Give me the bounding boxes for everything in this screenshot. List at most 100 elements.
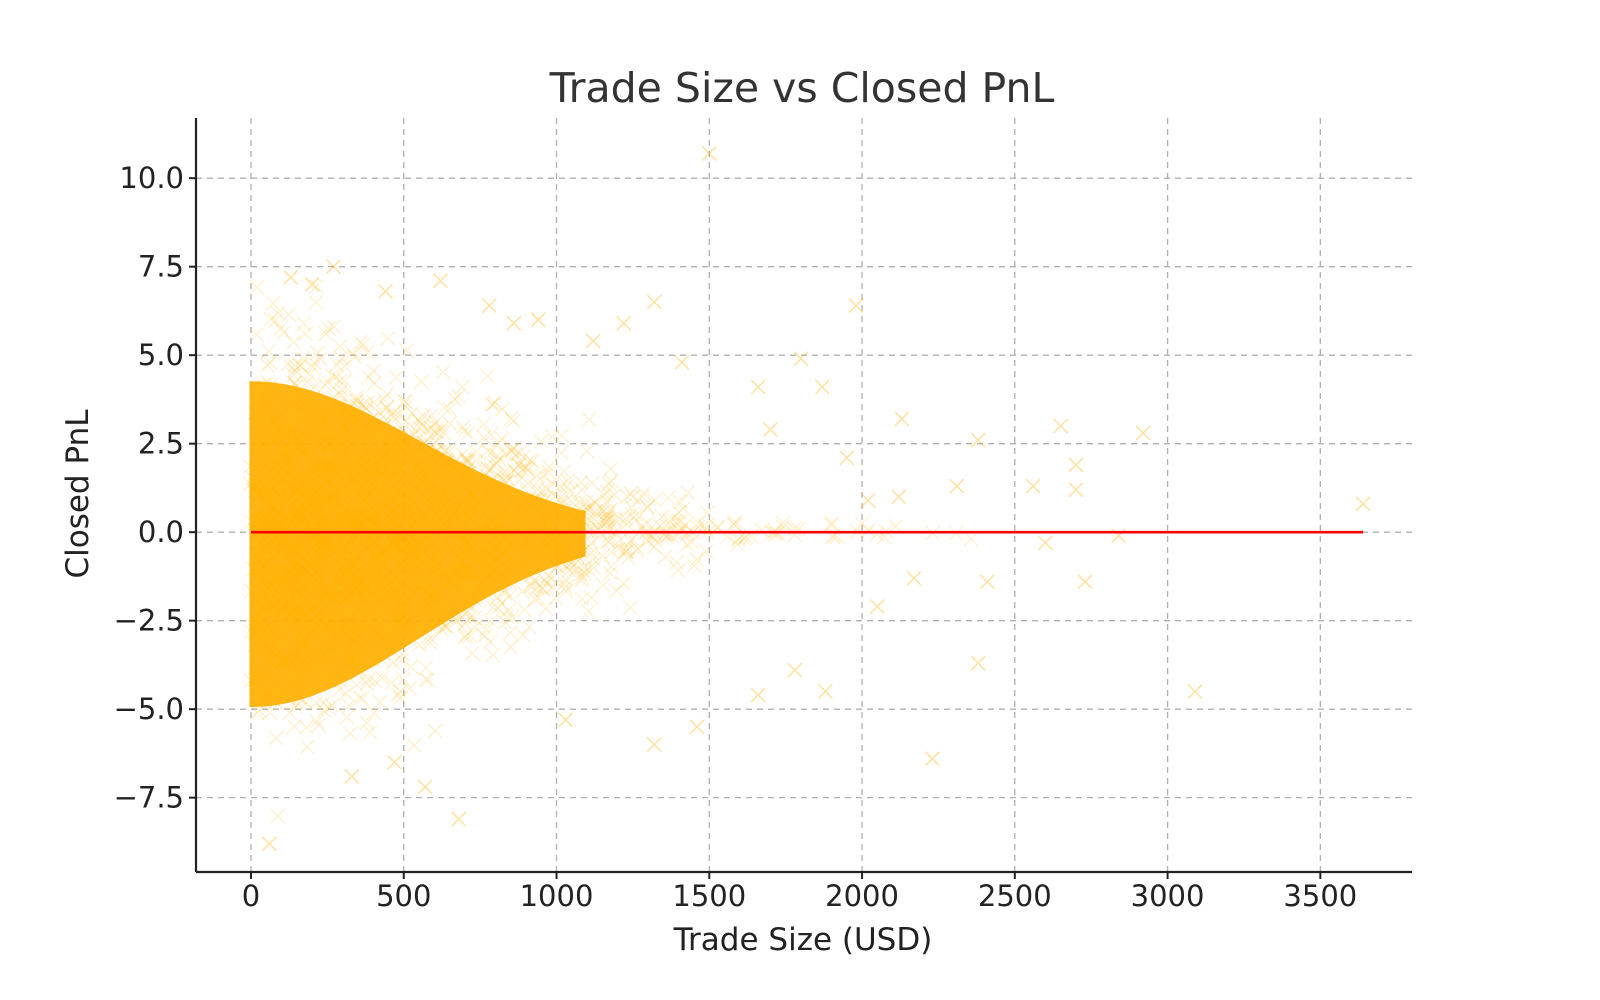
scatter-point: [359, 344, 375, 360]
scatter-point: [260, 690, 276, 706]
scatter-point: [365, 551, 381, 567]
scatter-point: [640, 499, 656, 515]
scatter-point: [490, 448, 506, 464]
scatter-point: [329, 627, 345, 643]
scatter-point: [275, 567, 291, 583]
scatter-point: [296, 499, 312, 515]
scatter-point: [428, 515, 444, 531]
scatter-point: [269, 530, 285, 546]
scatter-point: [269, 512, 285, 528]
scatter-point: [278, 450, 294, 466]
y-tick-label: 0.0: [138, 515, 184, 549]
scatter-point: [344, 346, 360, 362]
scatter-point: [662, 513, 678, 529]
scatter-point: [288, 582, 304, 598]
scatter-point: [337, 541, 353, 557]
scatter-point: [370, 463, 386, 479]
scatter-point: [305, 569, 321, 585]
scatter-point: [342, 487, 358, 503]
scatter-point: [428, 415, 444, 431]
scatter-point: [270, 808, 286, 824]
scatter-point: [599, 493, 615, 509]
scatter-point: [462, 485, 478, 501]
scatter-point: [245, 470, 261, 486]
scatter-point: [445, 504, 461, 520]
scatter-point: [358, 506, 374, 522]
scatter-point: [394, 421, 410, 437]
scatter-point: [354, 526, 370, 542]
scatter-point: [255, 691, 271, 707]
scatter-point: [250, 447, 266, 463]
scatter-point: [387, 536, 403, 552]
scatter-point: [308, 572, 324, 588]
scatter-point: [343, 499, 359, 515]
scatter-point: [288, 503, 304, 519]
scatter-point: [316, 535, 332, 551]
scatter-point: [369, 637, 385, 653]
scatter-point: [302, 450, 318, 466]
scatter-point: [412, 427, 428, 443]
scatter-point: [369, 564, 385, 580]
scatter-point: [352, 619, 368, 635]
scatter-point: [360, 460, 376, 476]
scatter-point: [790, 521, 806, 537]
scatter-point: [315, 470, 331, 486]
scatter-point: [367, 526, 383, 542]
scatter-point: [345, 569, 361, 585]
scatter-point: [338, 570, 354, 586]
scatter-point: [349, 466, 365, 482]
scatter-point: [508, 464, 524, 480]
scatter-point: [586, 511, 602, 527]
scatter-point: [331, 510, 347, 526]
scatter-point: [369, 555, 385, 571]
scatter-point: [339, 450, 355, 466]
scatter-point: [251, 546, 267, 562]
scatter-point: [396, 393, 412, 409]
scatter-point: [467, 591, 483, 607]
scatter-point: [338, 590, 354, 606]
scatter-point: [449, 613, 465, 629]
scatter-point: [313, 534, 329, 550]
scatter-point: [574, 544, 590, 560]
scatter-point: [403, 557, 419, 573]
scatter-point: [464, 499, 480, 515]
scatter-point: [505, 441, 521, 457]
scatter-point: [376, 418, 392, 434]
scatter-point: [607, 512, 623, 528]
scatter-point: [332, 518, 348, 533]
scatter-point: [389, 497, 405, 513]
scatter-point: [383, 444, 399, 460]
scatter-point: [360, 671, 376, 687]
scatter-point: [448, 500, 464, 516]
scatter-point: [461, 566, 477, 582]
scatter-point: [597, 510, 613, 526]
scatter-point: [295, 475, 311, 491]
scatter-point: [367, 516, 383, 532]
scatter-point: [549, 559, 565, 575]
scatter-point: [348, 617, 364, 633]
scatter-point: [250, 569, 266, 585]
scatter-point: [490, 600, 506, 616]
scatter-point: [334, 565, 350, 581]
scatter-point: [321, 700, 337, 716]
scatter-point: [415, 462, 431, 478]
scatter-point: [297, 406, 313, 422]
scatter-point: [407, 563, 423, 579]
scatter-point: [352, 576, 368, 592]
scatter-point: [421, 588, 437, 604]
scatter-point: [261, 522, 277, 538]
scatter-point: [280, 424, 296, 440]
scatter-point: [377, 283, 393, 300]
scatter-point: [403, 518, 419, 534]
scatter-point: [320, 417, 336, 433]
scatter-point: [280, 542, 296, 558]
scatter-point: [267, 467, 283, 483]
scatter-point: [479, 368, 495, 384]
scatter-point: [288, 485, 304, 501]
scatter-point: [305, 487, 321, 503]
scatter-point: [483, 547, 499, 563]
scatter-point: [482, 634, 498, 650]
scatter-point: [300, 439, 316, 455]
scatter-point: [312, 469, 328, 485]
scatter-point: [373, 448, 389, 464]
